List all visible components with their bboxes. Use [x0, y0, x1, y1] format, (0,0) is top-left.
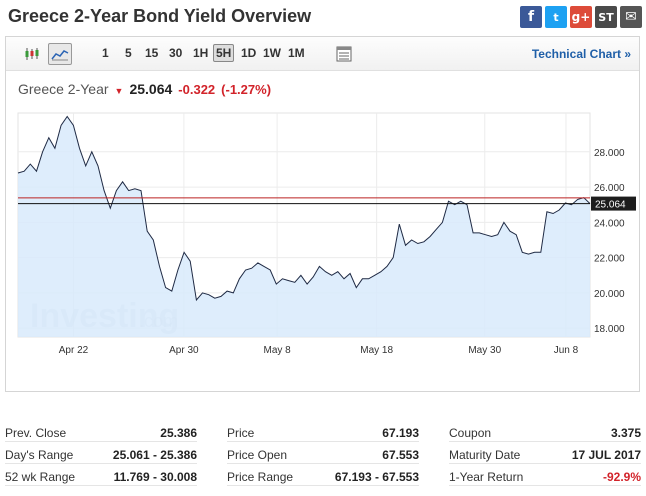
last-price: 25.064 [129, 81, 173, 97]
x-tick-label: May 8 [263, 345, 291, 356]
page-title: Greece 2-Year Bond Yield Overview [8, 6, 312, 26]
stat-label: Maturity Date [449, 448, 521, 462]
stat-value: 3.375 [610, 426, 641, 440]
down-arrow-icon: ▼ [114, 86, 124, 96]
x-tick-label: May 18 [360, 345, 393, 356]
stat-row: Price 67.193 [227, 420, 419, 442]
stat-value: 67.193 - 67.553 [334, 470, 419, 484]
stat-row: Prev. Close 25.386 [5, 420, 197, 442]
y-tick-label: 24.000 [594, 218, 625, 229]
x-tick-label: Apr 22 [59, 345, 89, 356]
interval-1w[interactable]: 1W [263, 46, 281, 60]
interval-1[interactable]: 1 [102, 46, 109, 60]
y-tick-label: 22.000 [594, 254, 625, 265]
x-tick-label: Apr 30 [169, 345, 199, 356]
series-area [18, 116, 590, 337]
price-change: -0.322 [178, 82, 216, 97]
y-tick-label: 18.000 [594, 324, 625, 335]
stat-label: Price Open [227, 448, 288, 462]
technical-chart-link[interactable]: Technical Chart » [531, 47, 631, 61]
stat-label: 1-Year Return [449, 470, 524, 484]
interval-1d[interactable]: 1D [241, 46, 257, 60]
interval-30[interactable]: 30 [169, 46, 183, 60]
stat-label: Prev. Close [5, 426, 67, 440]
last-price-tag [591, 196, 636, 211]
stat-value: -92.9% [602, 470, 641, 484]
twitter-share-button[interactable]: t [545, 6, 567, 28]
y-tick-label: 26.000 [594, 183, 625, 194]
series-line [17, 115, 591, 302]
interval-1m[interactable]: 1M [288, 46, 305, 60]
table-view-icon[interactable] [332, 43, 356, 65]
quote-header: Greece 2-Year ▼ 25.064 -0.322 (-1.27%) [18, 81, 271, 97]
stat-row: 52 wk Range 11.769 - 30.008 [5, 464, 197, 486]
stocktwits-share-button[interactable]: ST [595, 6, 617, 28]
x-tick-label: May 30 [468, 345, 501, 356]
y-tick-label: 28.000 [594, 148, 625, 159]
last-price-tag-label: 25.064 [595, 200, 626, 211]
area-chart-icon[interactable] [48, 43, 72, 65]
price-chart[interactable]: 28.000 26.000 24.000 22.000 20.000 18.000 Apr … [6, 37, 639, 391]
interval-1h[interactable]: 1H [193, 46, 209, 60]
instrument-name: Greece 2-Year [18, 81, 109, 97]
stat-value: 17 JUL 2017 [571, 448, 641, 462]
chart-toolbar: 1 5 15 30 1H 5H 1D 1W 1M Technical Chart… [6, 37, 639, 71]
interval-5[interactable]: 5 [125, 46, 132, 60]
stat-value: 67.553 [382, 448, 419, 462]
stat-value: 67.193 [382, 426, 419, 440]
stat-label: Price Range [227, 470, 294, 484]
candlestick-chart-icon[interactable] [20, 43, 44, 65]
price-change-percent: (-1.27%) [221, 82, 272, 97]
stat-row: Maturity Date 17 JUL 2017 [449, 442, 641, 464]
interval-15[interactable]: 15 [145, 46, 159, 60]
share-bar: f t g+ ST ✉ [520, 6, 642, 28]
stat-row: Price Range 67.193 - 67.553 [227, 464, 419, 486]
interval-5h[interactable]: 5H [213, 44, 235, 62]
stat-value: 25.061 - 25.386 [112, 448, 197, 462]
googleplus-share-button[interactable]: g+ [570, 6, 592, 28]
stat-row: Price Open 67.553 [227, 442, 419, 464]
stat-label: 52 wk Range [5, 470, 76, 484]
stat-value: 11.769 - 30.008 [113, 470, 197, 484]
stat-label: Coupon [449, 426, 492, 440]
stat-row: Coupon 3.375 [449, 420, 641, 442]
stat-row: 1-Year Return -92.9% [449, 464, 641, 486]
stat-value: 25.386 [160, 426, 197, 440]
stat-label: Price [227, 426, 255, 440]
chart-panel: 1 5 15 30 1H 5H 1D 1W 1M Technical Chart… [5, 36, 640, 392]
stat-row: Day's Range 25.061 - 25.386 [5, 442, 197, 464]
x-tick-label: Jun 8 [554, 345, 579, 356]
stat-label: Day's Range [5, 448, 74, 462]
email-share-button[interactable]: ✉ [620, 6, 642, 28]
y-tick-label: 20.000 [594, 289, 625, 300]
facebook-share-button[interactable]: f [520, 6, 542, 28]
